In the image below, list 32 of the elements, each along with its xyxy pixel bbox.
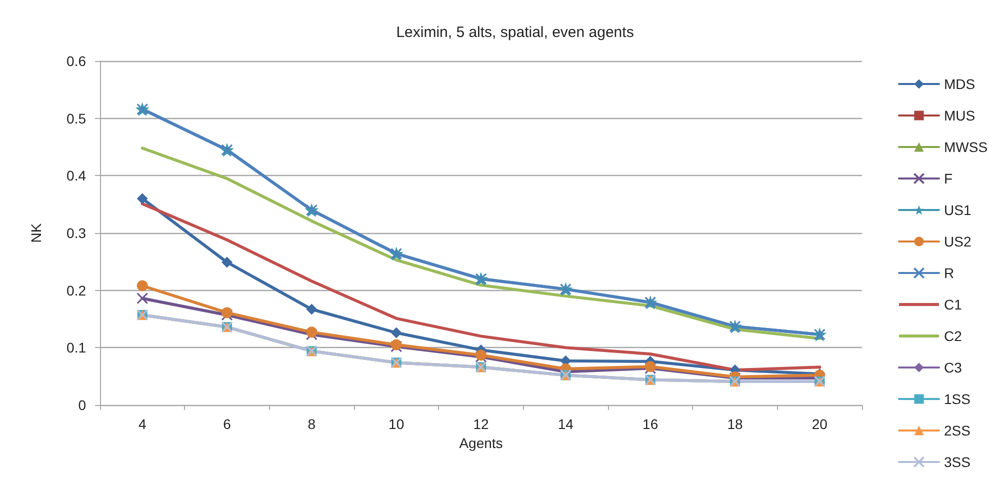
y-tick-label: 0.4	[66, 168, 86, 184]
legend-label: MWSS	[944, 139, 988, 155]
x-axis-title: Agents	[459, 435, 503, 451]
legend-label: 1SS	[944, 391, 970, 407]
x-tick-label: 10	[388, 416, 404, 432]
x-tick-label: 4	[138, 416, 146, 432]
legend-label: 2SS	[944, 422, 970, 438]
x-tick-label: 12	[473, 416, 489, 432]
x-tick-label: 20	[812, 416, 828, 432]
y-tick-label: 0	[78, 397, 86, 413]
y-tick-label: 0.5	[66, 110, 86, 126]
y-tick-label: 0.3	[66, 225, 86, 241]
x-tick-label: 18	[727, 416, 743, 432]
y-axis-title: NK	[28, 222, 44, 243]
y-tick-label: 0.6	[66, 53, 86, 69]
legend-label: R	[944, 265, 954, 281]
chart-title: Leximin, 5 alts, spatial, even agents	[396, 24, 634, 41]
x-tick-label: 8	[308, 416, 316, 432]
legend-label: C1	[944, 296, 962, 312]
legend-label: C2	[944, 328, 962, 344]
legend-label: MDS	[944, 76, 976, 92]
x-tick-label: 6	[223, 416, 232, 432]
y-tick-label: 0.1	[66, 340, 86, 356]
legend-label: F	[944, 170, 953, 186]
legend-label: US2	[944, 234, 972, 250]
y-tick-label: 0.2	[66, 282, 86, 298]
legend-label: MUS	[944, 108, 976, 124]
x-tick-label: 16	[642, 416, 658, 432]
x-tick-label: 14	[558, 416, 574, 432]
legend-label: 3SS	[944, 454, 970, 470]
legend-label: US1	[944, 202, 972, 218]
legend-label: C3	[944, 360, 962, 376]
